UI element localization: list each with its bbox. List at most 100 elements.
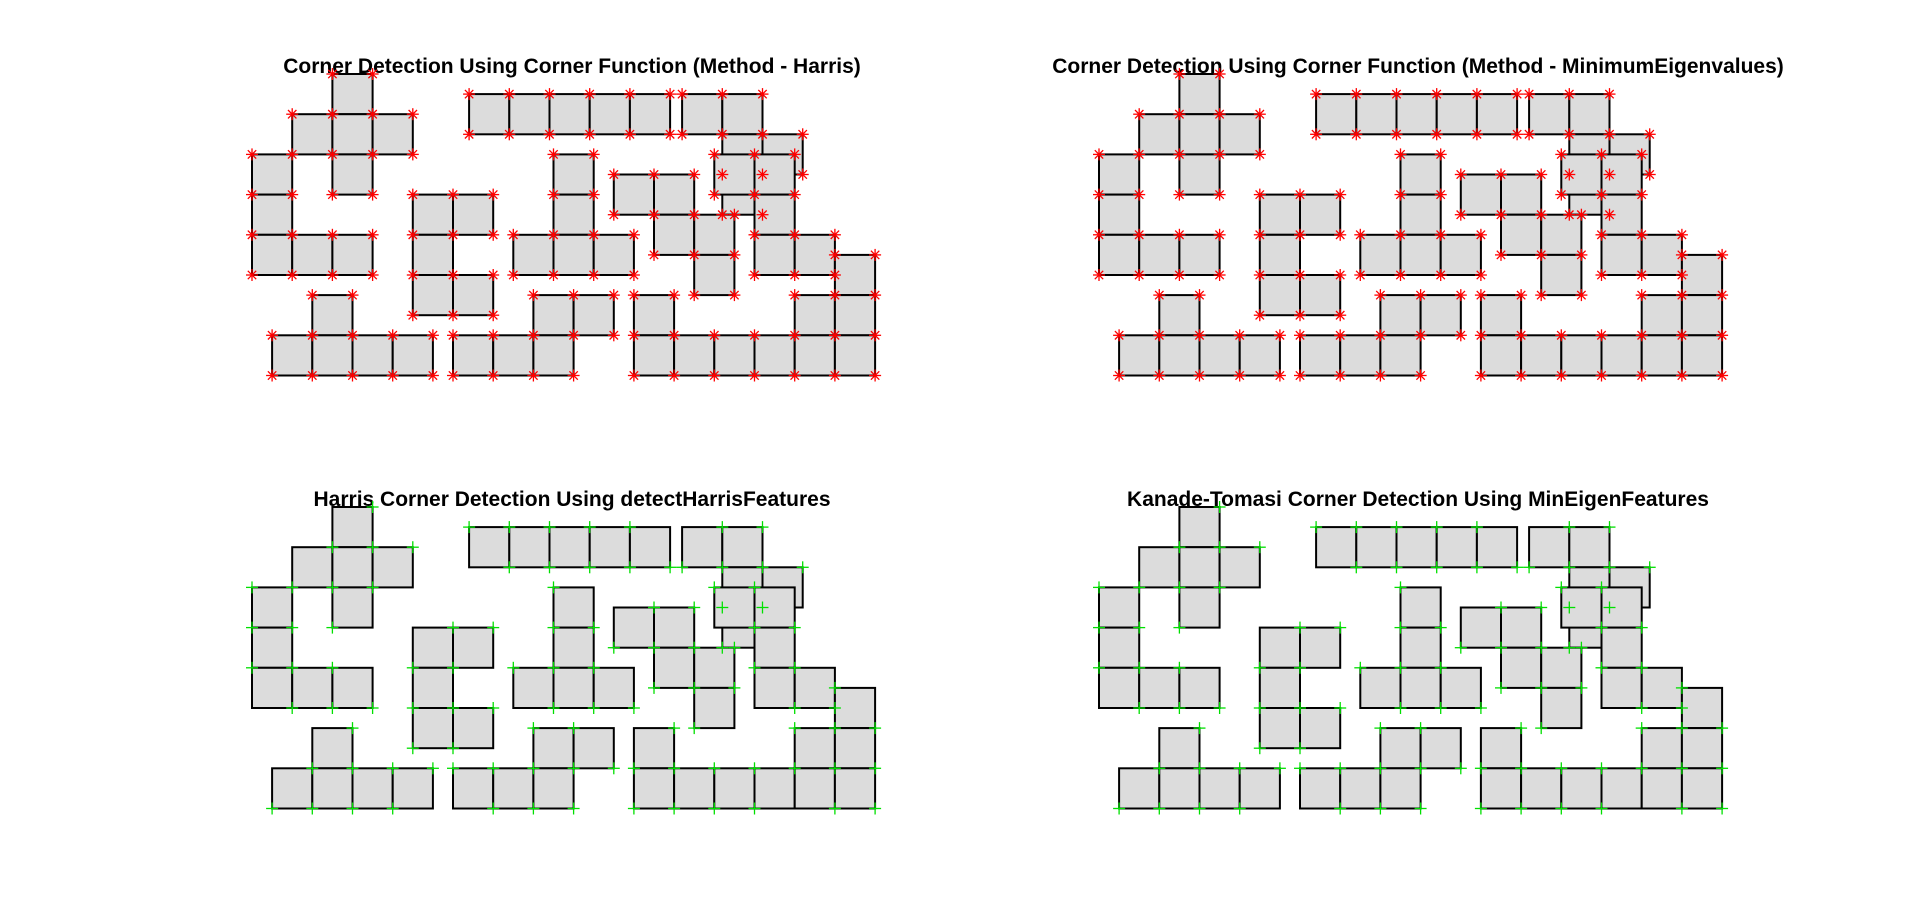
tile-square [1178, 153, 1221, 196]
tile-square [552, 193, 595, 236]
tile-shape [612, 173, 736, 297]
tile-square [1299, 707, 1342, 750]
tile-square [628, 526, 672, 569]
corner-asterisk-marker [1635, 148, 1648, 161]
corner-plus-marker [507, 661, 520, 674]
corner-asterisk-marker [306, 329, 319, 342]
tile-square [681, 526, 724, 569]
corner-asterisk-marker [1334, 269, 1347, 281]
corner-asterisk-marker [716, 208, 729, 221]
corner-asterisk-marker [1474, 329, 1487, 342]
corner-asterisk-marker [1716, 248, 1729, 261]
corner-asterisk-marker [728, 248, 741, 261]
corner-plus-marker [346, 802, 359, 815]
corner-asterisk-marker [246, 148, 258, 161]
tile-square [1399, 153, 1442, 196]
corner-asterisk-marker [1603, 168, 1616, 181]
tile-square [1640, 233, 1683, 277]
corner-plus-marker [1350, 561, 1363, 574]
corner-plus-marker [366, 581, 379, 594]
tile-shape [1459, 606, 1583, 730]
corner-asterisk-marker [527, 289, 540, 302]
tile-square [833, 253, 877, 297]
corner-plus-marker [567, 762, 580, 775]
tile-shape [1560, 586, 1683, 710]
tile-square [1600, 767, 1643, 810]
corner-plus-marker [286, 581, 299, 594]
corner-asterisk-marker [543, 128, 556, 141]
tile-square [753, 767, 796, 810]
tile-square [508, 526, 551, 569]
tile-square [1315, 526, 1358, 569]
corner-asterisk-marker [1294, 309, 1306, 322]
corner-plus-marker [1474, 802, 1487, 815]
corner-plus-marker [828, 702, 841, 714]
corner-plus-marker [1434, 621, 1447, 634]
corner-asterisk-marker [366, 269, 379, 281]
corner-asterisk-marker [1595, 228, 1608, 241]
corner-plus-marker [1173, 581, 1186, 594]
tile-shape [1299, 294, 1462, 377]
corner-asterisk-marker [1454, 289, 1467, 302]
tile-square [271, 767, 314, 810]
corner-asterisk-marker [406, 309, 419, 322]
corner-asterisk-marker [246, 228, 258, 241]
corner-plus-marker [1253, 661, 1266, 674]
tile-square [452, 707, 495, 750]
tile-square [532, 334, 575, 377]
tile-square [1560, 334, 1603, 377]
corner-plus-marker [1193, 802, 1206, 815]
corner-asterisk-marker [1595, 369, 1608, 382]
tile-square [1560, 767, 1603, 810]
tile-square [351, 767, 394, 810]
tile-square [452, 626, 495, 669]
corner-asterisk-marker [648, 168, 660, 181]
corner-plus-marker [668, 722, 681, 735]
corner-asterisk-marker [527, 369, 540, 382]
corner-asterisk-marker [1414, 369, 1427, 382]
corner-asterisk-marker [1310, 128, 1323, 141]
corner-plus-marker [246, 621, 258, 634]
corner-asterisk-marker [1253, 269, 1266, 281]
corner-plus-marker [716, 561, 729, 574]
tile-square [452, 334, 495, 377]
tile-square [1520, 334, 1563, 377]
corner-plus-marker [426, 762, 439, 775]
tile-square [833, 334, 877, 377]
corner-asterisk-marker [607, 329, 620, 342]
corner-asterisk-marker [1354, 228, 1367, 241]
corner-plus-marker [1390, 521, 1403, 534]
corner-asterisk-marker [1294, 188, 1306, 201]
tile-square [291, 233, 334, 277]
tile-shape [1138, 506, 1261, 629]
tile-square [1500, 606, 1543, 649]
corner-asterisk-marker [1635, 269, 1648, 281]
corner-plus-marker [346, 762, 359, 775]
tile-square [1178, 113, 1221, 156]
corner-asterisk-marker [1294, 329, 1306, 342]
corner-asterisk-marker [1334, 329, 1347, 342]
corner-plus-marker [463, 521, 476, 534]
corner-asterisk-marker [406, 228, 419, 241]
tile-square [311, 767, 354, 810]
tile-square [291, 666, 334, 710]
corner-plus-marker [1093, 661, 1105, 674]
corner-plus-marker [587, 661, 600, 674]
corner-plus-marker [1093, 581, 1105, 594]
corner-asterisk-marker [748, 369, 761, 382]
corner-asterisk-marker [1675, 289, 1688, 302]
tile-square [1178, 506, 1221, 549]
corner-asterisk-marker [623, 128, 636, 141]
corner-asterisk-marker [1474, 269, 1487, 281]
corner-asterisk-marker [406, 108, 419, 121]
corner-asterisk-marker [326, 228, 339, 241]
corner-plus-marker [1334, 621, 1347, 634]
corner-asterisk-marker [1603, 128, 1616, 141]
corner-asterisk-marker [716, 128, 729, 141]
tile-square [1399, 586, 1442, 629]
corner-plus-marker [1495, 681, 1507, 694]
corner-asterisk-marker [447, 369, 459, 382]
tile-square [1359, 666, 1402, 710]
corner-plus-marker [1253, 742, 1266, 755]
